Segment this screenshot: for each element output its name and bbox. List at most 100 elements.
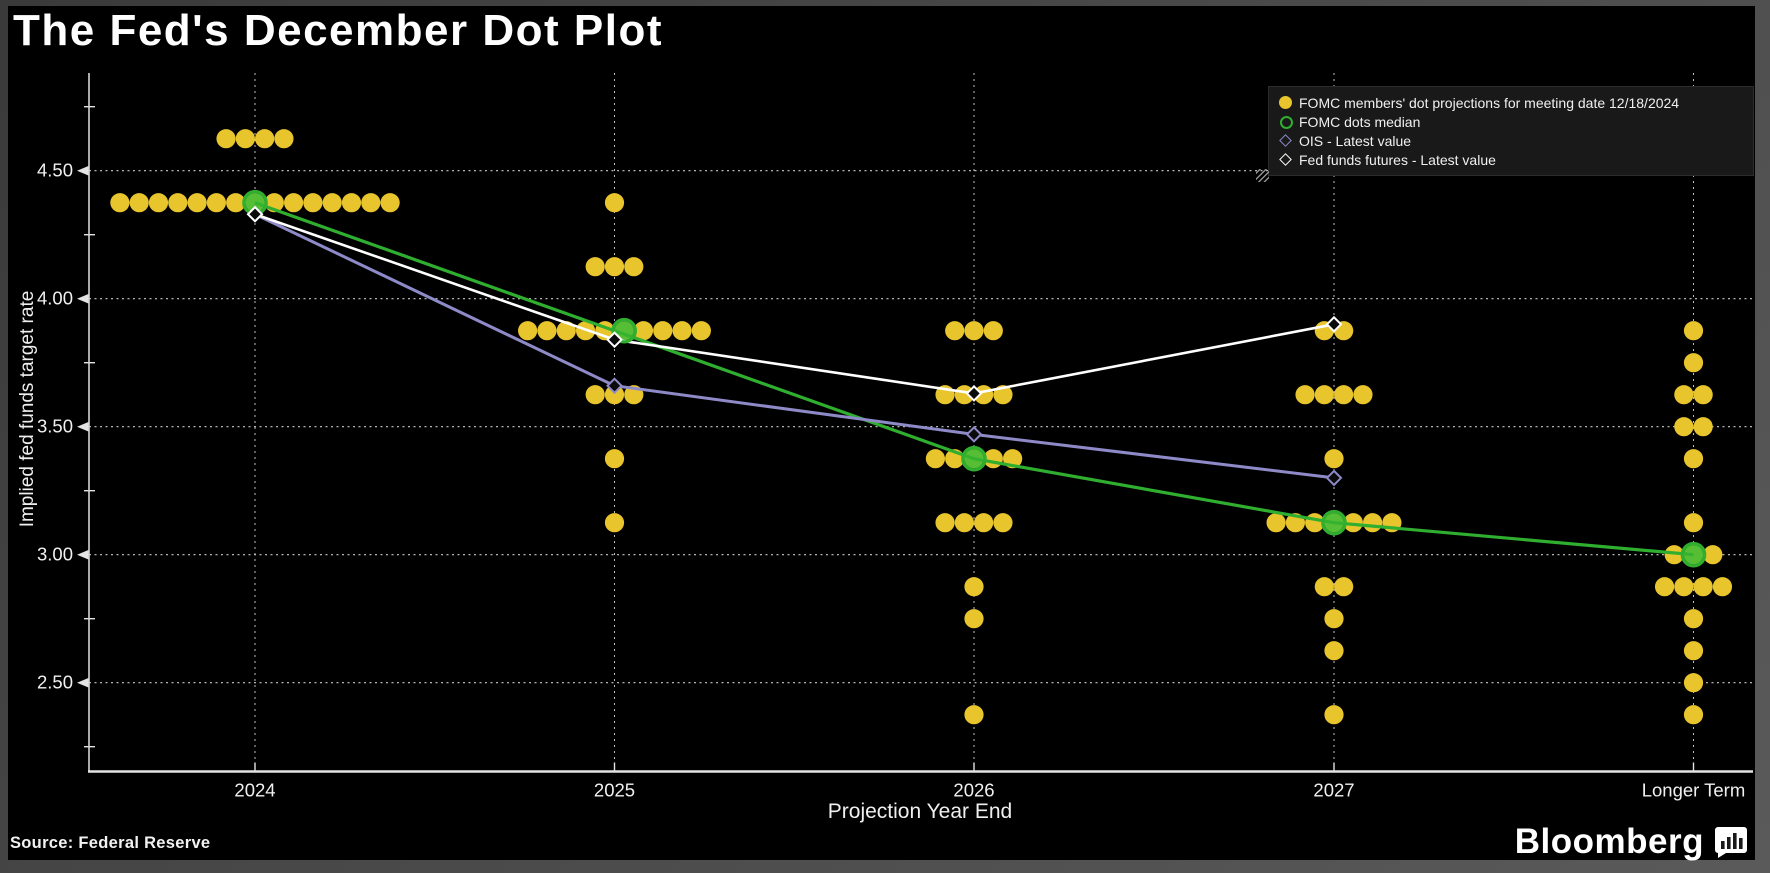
fomc-dot	[129, 193, 149, 213]
x-axis-title: Projection Year End	[827, 800, 1013, 823]
futures-diamond-marker	[965, 385, 983, 402]
fomc-dot	[585, 257, 605, 277]
y-tick-label: 4.50	[37, 160, 73, 181]
chart-title: The Fed's December Dot Plot	[13, 6, 663, 55]
fomc-dot	[1353, 385, 1373, 405]
median-ring-marker	[1680, 541, 1707, 568]
fomc-dot	[925, 449, 946, 469]
fomc-dot	[1683, 513, 1704, 533]
fomc-dot	[954, 513, 974, 533]
y-axis-title: Implied fed funds target rate	[17, 290, 38, 528]
fomc-dot	[964, 577, 984, 597]
legend-item-ois[interactable]: OIS - Latest value	[1278, 131, 1745, 150]
fomc-dot	[653, 321, 673, 341]
fomc-dot	[361, 193, 381, 213]
futures-diamond-marker	[606, 331, 623, 349]
y-tick-label: 2.50	[37, 672, 73, 693]
fomc-dot	[993, 513, 1013, 533]
fomc-dot	[585, 385, 605, 405]
fomc-dot	[226, 193, 246, 213]
futures-diamond-marker	[1325, 315, 1343, 333]
fomc-dot	[964, 321, 984, 341]
fomc-dot	[1314, 577, 1334, 597]
legend-item-futures[interactable]: Fed funds futures - Latest value	[1278, 150, 1745, 169]
bloomberg-logo: Bloomberg	[1515, 822, 1748, 862]
fomc-dot	[691, 321, 711, 341]
bar-chart-bubble-icon	[1715, 827, 1747, 858]
series-line-median	[254, 201, 1694, 557]
legend-item-fomc-dots[interactable]: FOMC members' dot projections for meetin…	[1278, 93, 1745, 112]
fomc-dot	[604, 193, 625, 213]
y-tick-arrow	[77, 677, 89, 688]
legend-label: Fed funds futures - Latest value	[1299, 151, 1496, 168]
fomc-dot	[1693, 577, 1713, 597]
y-tick-arrow	[77, 549, 89, 560]
fomc-dot	[1343, 513, 1363, 533]
fomc-dot	[274, 129, 294, 149]
source-attribution: Source: Federal Reserve	[10, 834, 211, 852]
fomc-dot	[1674, 385, 1694, 405]
fomc-dot	[148, 193, 169, 213]
fomc-dot	[1334, 385, 1354, 405]
fomc-dot	[1324, 609, 1344, 629]
purple-diamond-icon	[1278, 133, 1293, 148]
fomc-dot	[1324, 449, 1344, 469]
fomc-dot	[604, 513, 625, 533]
fomc-dot	[1683, 321, 1704, 341]
fomc-dot	[672, 321, 692, 341]
x-tick-label: 2025	[594, 780, 635, 801]
x-tick-label: Longer Term	[1642, 780, 1746, 801]
fomc-dot	[1324, 705, 1344, 725]
legend-label: FOMC members' dot projections for meetin…	[1299, 94, 1680, 111]
fomc-dot	[235, 129, 255, 149]
fomc-dot	[964, 705, 984, 725]
fomc-dot	[1334, 577, 1354, 597]
y-tick-arrow	[77, 421, 89, 432]
legend-label: FOMC dots median	[1299, 113, 1421, 130]
fomc-dot	[974, 513, 994, 533]
fomc-dot	[556, 321, 576, 341]
fomc-dot	[1363, 513, 1383, 533]
legend-item-median[interactable]: FOMC dots median	[1278, 112, 1745, 131]
chart-legend[interactable]: FOMC members' dot projections for meetin…	[1256, 86, 1754, 182]
y-tick-arrow	[77, 293, 89, 304]
fomc-dot	[168, 193, 188, 213]
fomc-dot	[1674, 577, 1694, 597]
fomc-dot	[1683, 641, 1704, 661]
fomc-dot	[284, 193, 304, 213]
fomc-dot	[1295, 385, 1315, 405]
fomc-dot	[1693, 385, 1713, 405]
legend-label: OIS - Latest value	[1299, 132, 1412, 149]
fomc-dot	[380, 193, 400, 213]
fomc-dot	[1712, 577, 1733, 597]
fomc-dot	[216, 129, 236, 149]
ois-diamond-marker	[606, 377, 623, 395]
fomc-dot	[1683, 545, 1704, 565]
fomc-dot	[245, 193, 265, 213]
fomc-dot	[537, 321, 557, 341]
fomc-dot	[1683, 673, 1704, 693]
fomc-dot	[1683, 353, 1704, 373]
x-tick-label: 2027	[1313, 780, 1354, 801]
legend-resize-handle[interactable]	[1256, 169, 1269, 182]
fomc-dot	[1266, 513, 1286, 533]
fomc-dot	[1703, 545, 1723, 565]
y-tick-label: 3.50	[37, 416, 73, 437]
y-tick-arrow	[77, 165, 89, 176]
fomc-dot	[1654, 577, 1675, 597]
fomc-dot	[518, 321, 538, 341]
fomc-dot	[624, 257, 644, 277]
fomc-dot	[110, 193, 130, 213]
yellow-dot-icon	[1278, 95, 1293, 110]
fomc-dot	[1324, 641, 1344, 661]
x-tick-label: 2026	[953, 780, 994, 801]
fomc-dot	[255, 129, 275, 149]
fomc-dot	[945, 321, 965, 341]
series-line-futures	[254, 212, 1335, 395]
median-ring-marker	[961, 445, 987, 472]
fomc-dot	[983, 321, 1003, 341]
fomc-dot	[633, 321, 654, 341]
x-tick-label: 2024	[234, 780, 275, 801]
fomc-dot	[1683, 705, 1704, 725]
